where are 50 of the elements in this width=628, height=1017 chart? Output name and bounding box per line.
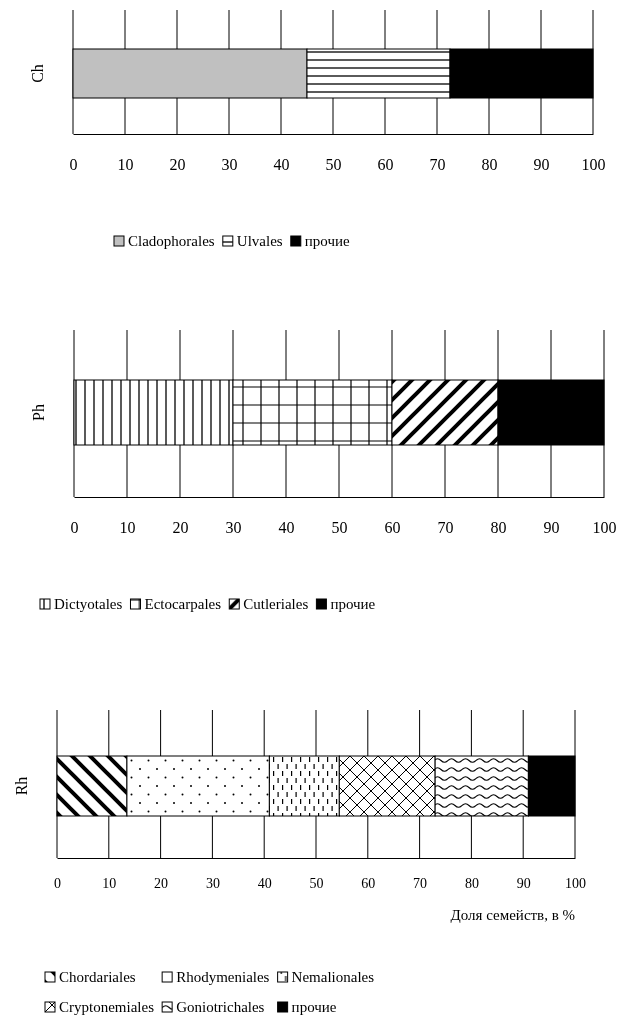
- legend-label: Cladophorales: [128, 233, 215, 249]
- x-tick-label: 50: [331, 519, 348, 537]
- x-tick-label: 90: [543, 519, 560, 537]
- x-tick-label: 20: [154, 875, 169, 891]
- legend-label: прочие: [330, 596, 376, 612]
- y-axis-title: Rh: [13, 776, 30, 796]
- x-tick-label: 0: [70, 519, 79, 537]
- legend-label: Nemalionales: [291, 969, 375, 985]
- legend-label: Chordariales: [59, 969, 136, 985]
- x-tick-label: 40: [257, 875, 272, 891]
- legend-label: Rhodymeniales: [176, 969, 270, 985]
- legend-label: Goniotrichales: [176, 999, 265, 1015]
- x-tick-label: 10: [117, 156, 134, 174]
- x-tick-label: 60: [377, 156, 394, 174]
- legend-label: Cryptonemiales: [59, 999, 155, 1015]
- x-tick-label: 90: [516, 875, 531, 891]
- x-tick-label: 30: [225, 519, 242, 537]
- x-tick-label: 50: [309, 875, 324, 891]
- x-tick-label: 90: [533, 156, 550, 174]
- y-axis-title: Ch: [29, 64, 46, 83]
- x-tick-label: 70: [437, 519, 454, 537]
- legend-label: прочие: [304, 233, 350, 249]
- x-tick-label: 100: [565, 875, 586, 891]
- x-axis-title: Доля семейств, в %: [450, 907, 575, 923]
- x-tick-label: 80: [490, 519, 507, 537]
- x-tick-label: 30: [205, 875, 220, 891]
- x-tick-label: 0: [69, 156, 78, 174]
- legend-label: Ulvales: [236, 233, 283, 249]
- x-tick-label: 30: [221, 156, 238, 174]
- x-tick-label: 20: [169, 156, 186, 174]
- x-tick-label: 60: [361, 875, 376, 891]
- legend-label: Dictyotales: [54, 596, 123, 612]
- x-tick-label: 50: [325, 156, 342, 174]
- x-tick-label: 60: [384, 519, 401, 537]
- x-tick-label: 20: [172, 519, 189, 537]
- x-tick-label: 0: [54, 875, 61, 891]
- x-tick-label: 70: [429, 156, 446, 174]
- x-tick-label: 40: [278, 519, 295, 537]
- y-axis-title: Ph: [30, 404, 47, 421]
- x-tick-label: 70: [413, 875, 428, 891]
- x-tick-label: 40: [273, 156, 290, 174]
- x-tick-label: 100: [592, 519, 617, 537]
- x-tick-label: 10: [119, 519, 136, 537]
- x-tick-label: 100: [581, 156, 606, 174]
- legend-label: Ectocarpales: [144, 596, 222, 612]
- legend-label: Cutleriales: [243, 596, 309, 612]
- legend-label: прочие: [291, 999, 337, 1015]
- x-tick-label: 10: [102, 875, 117, 891]
- x-tick-label: 80: [481, 156, 498, 174]
- x-tick-label: 80: [464, 875, 479, 891]
